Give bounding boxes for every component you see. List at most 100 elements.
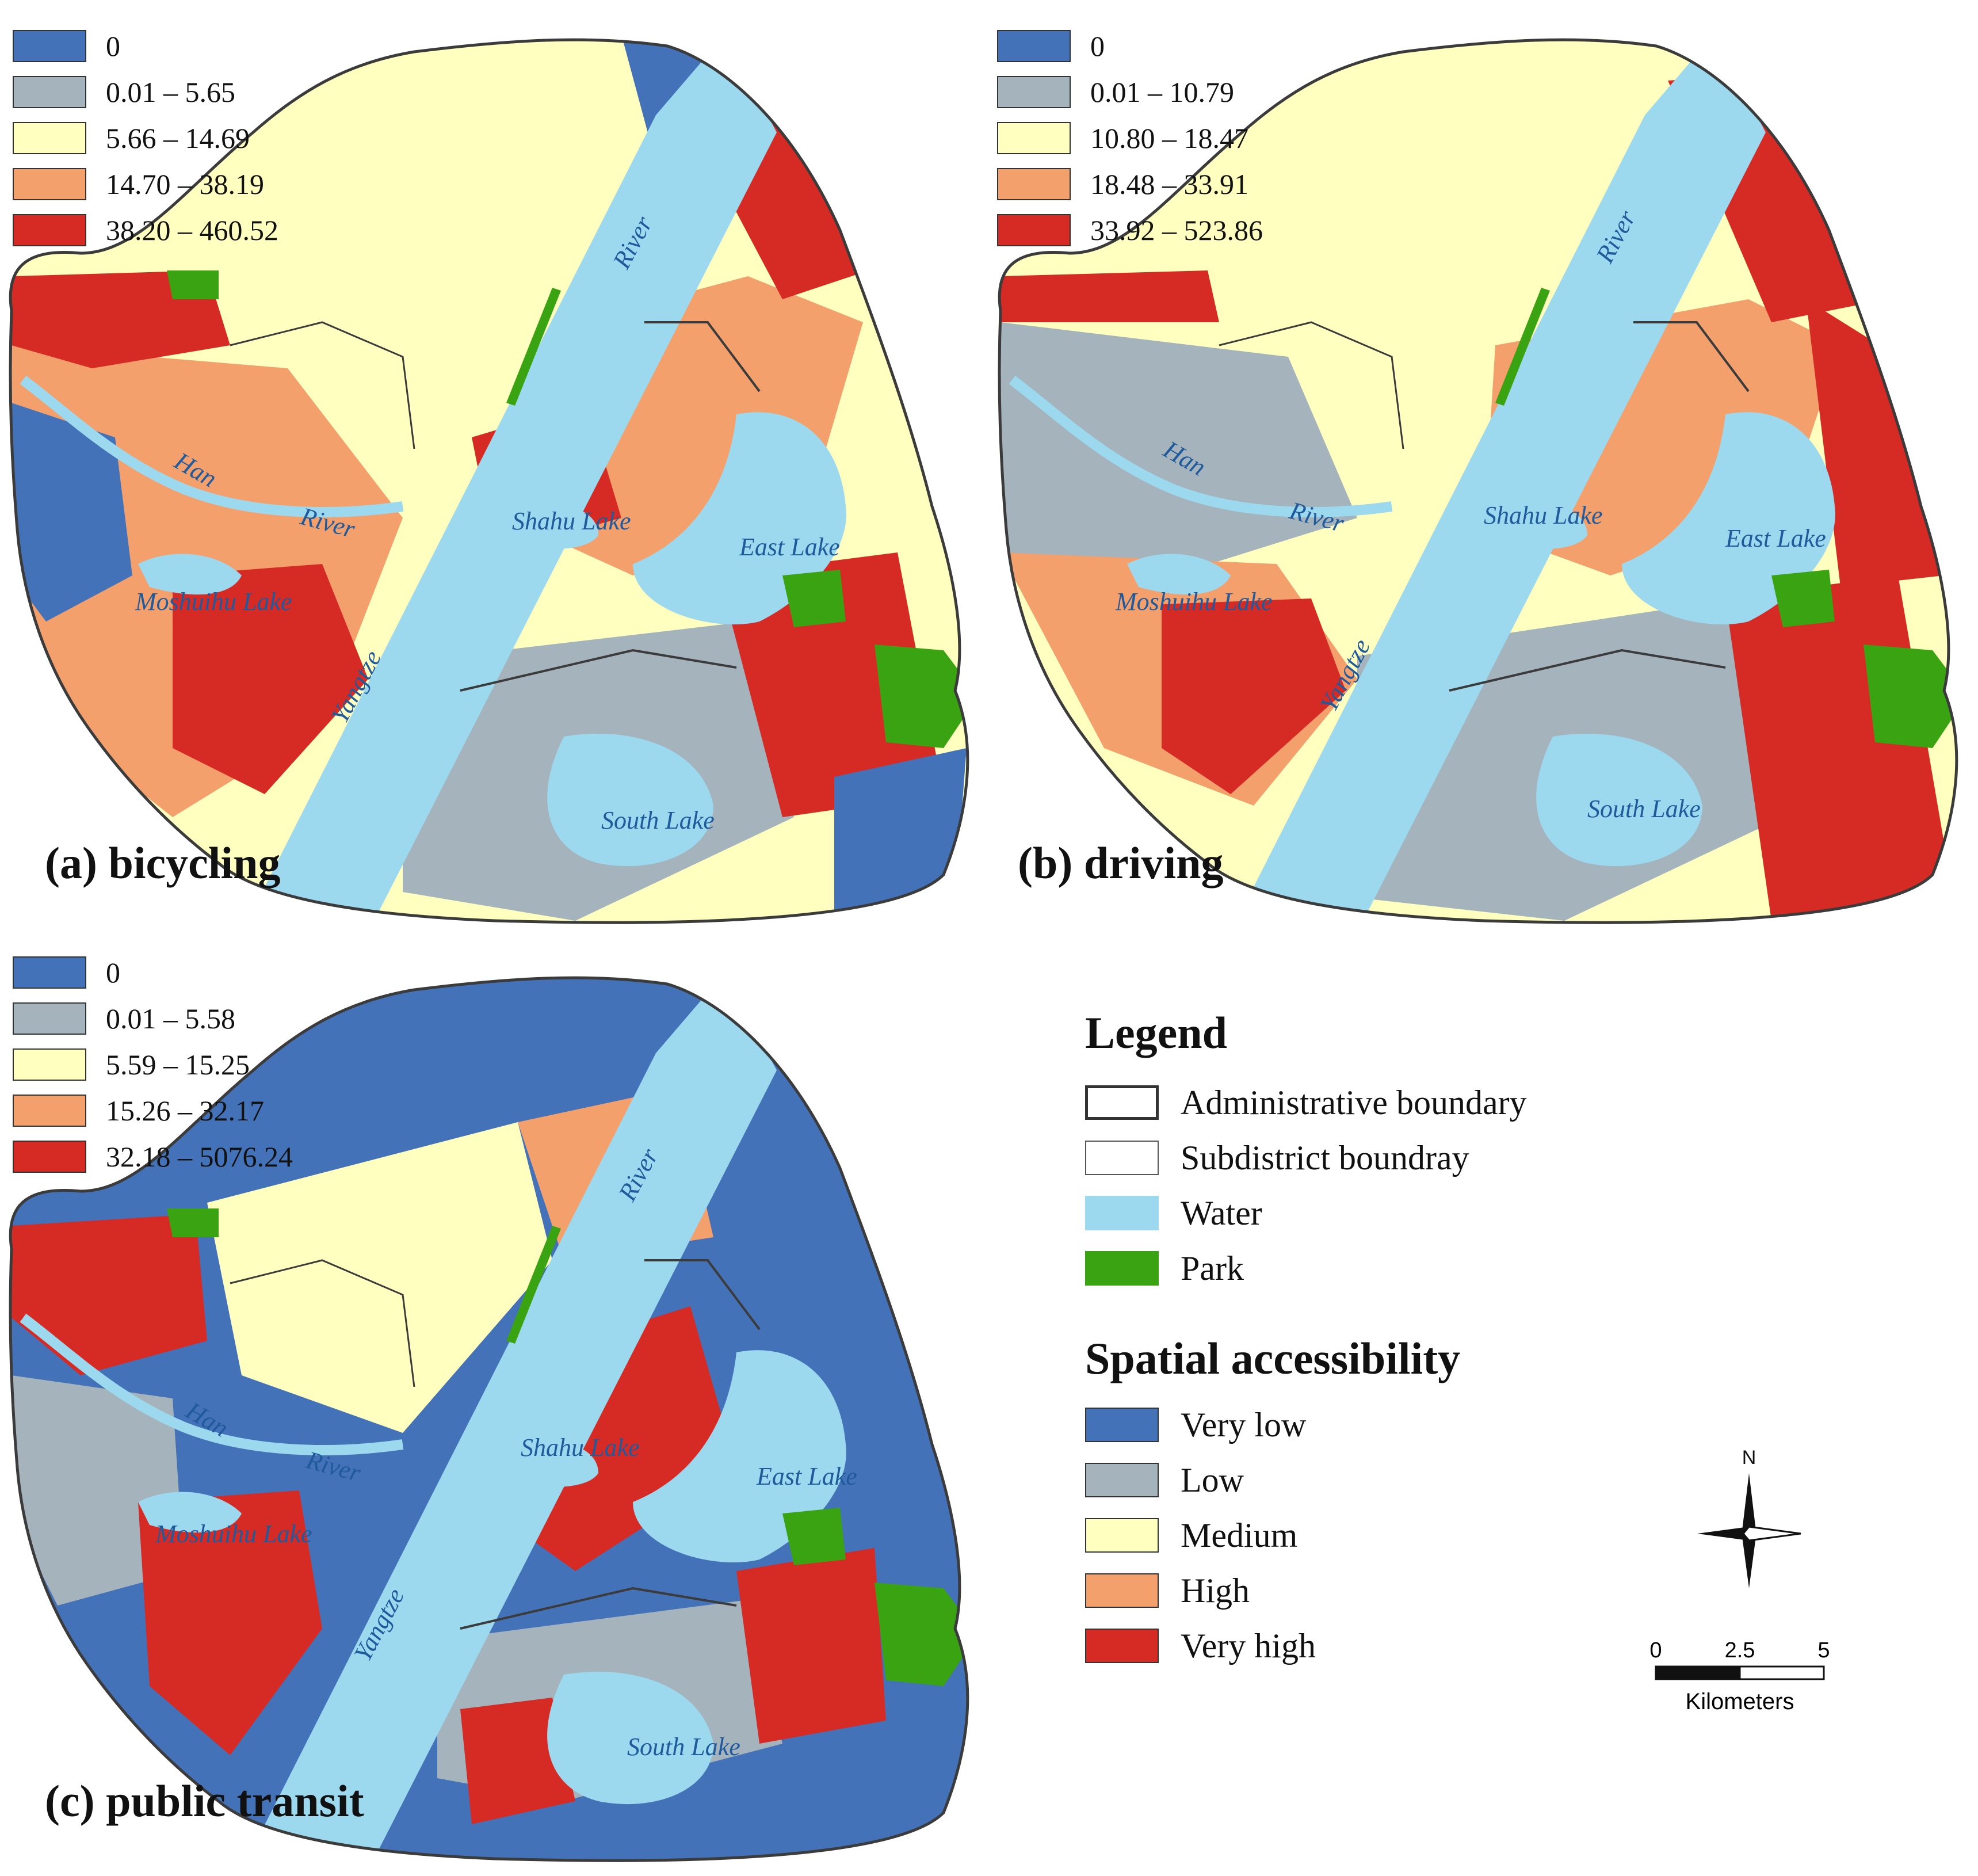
legend-label-level: Very low xyxy=(1181,1405,1307,1444)
class-row: 10.80 – 18.47 xyxy=(997,115,1263,161)
scale-unit: Kilometers xyxy=(1686,1689,1794,1714)
swatch-low xyxy=(13,1002,86,1035)
class-row: 14.70 – 38.19 xyxy=(13,161,278,207)
legend-label-level: Very high xyxy=(1181,1626,1316,1665)
park xyxy=(875,645,968,748)
class-row: 0.01 – 10.79 xyxy=(997,69,1263,115)
class-label: 0.01 – 5.58 xyxy=(106,1002,235,1035)
swatch-medium xyxy=(997,122,1071,154)
legend-row-level: Very high xyxy=(1085,1618,1660,1673)
swatch-subdistrict-boundary xyxy=(1085,1141,1159,1175)
legend-row-admin: Administrative boundary xyxy=(1085,1075,1660,1130)
han-river xyxy=(1009,375,1393,517)
class-label: 32.18 – 5076.24 xyxy=(106,1141,293,1173)
administrative-boundaries xyxy=(9,38,969,924)
legend-label-subdistrict: Subdistrict boundray xyxy=(1181,1138,1469,1177)
swatch-very-high xyxy=(997,214,1071,246)
swatch-medium xyxy=(1085,1518,1159,1553)
class-row: 5.66 – 14.69 xyxy=(13,115,278,161)
legend-label-admin: Administrative boundary xyxy=(1181,1083,1527,1122)
label-shahu-lake: Shahu Lake xyxy=(521,1433,640,1462)
park xyxy=(1771,570,1835,627)
north-arrow-icon: N xyxy=(1697,1447,1801,1588)
zone-very-high xyxy=(1162,598,1346,794)
class-row: 15.26 – 32.17 xyxy=(13,1088,293,1134)
map-panel-driving: Yangtze River Han River Shahu Lake East … xyxy=(989,0,1978,938)
east-lake xyxy=(1622,412,1835,625)
label-moshuihu-lake: Moshuihu Lake xyxy=(1115,588,1273,616)
map-public-transit: Yangtze River Han River Shahu Lake East … xyxy=(9,976,969,1862)
swatch-low xyxy=(13,76,86,108)
class-row: 5.59 – 15.25 xyxy=(13,1042,293,1088)
class-label: 5.59 – 15.25 xyxy=(106,1048,250,1081)
south-lake xyxy=(547,1672,713,1805)
swatch-medium xyxy=(13,122,86,154)
legend: Legend Administrative boundary Subdistri… xyxy=(1085,1007,1660,1673)
legend-label-level: High xyxy=(1181,1571,1250,1610)
legend-row-subdistrict: Subdistrict boundray xyxy=(1085,1130,1660,1185)
park xyxy=(782,570,846,627)
scale-tick-2: 5 xyxy=(1817,1638,1830,1663)
legend-title: Legend xyxy=(1085,1008,1228,1058)
swatch-admin-boundary xyxy=(1085,1085,1159,1120)
administrative-boundaries xyxy=(998,38,1958,924)
map-bicycling: Yangtze River Han River Shahu Lake East … xyxy=(9,38,969,924)
map-panel-bicycling: Yangtze River Han River Shahu Lake East … xyxy=(0,0,989,938)
han-river xyxy=(20,375,404,517)
legend-label-water: Water xyxy=(1181,1194,1262,1232)
swatch-low xyxy=(1085,1463,1159,1497)
west-needle xyxy=(1697,1527,1755,1541)
swatch-very-high xyxy=(13,1141,86,1173)
label-south-lake: South Lake xyxy=(1587,795,1701,823)
yangtze-river xyxy=(242,978,777,1861)
swatch-high xyxy=(1085,1573,1159,1608)
swatch-very-low xyxy=(1085,1408,1159,1442)
swatch-very-low xyxy=(13,30,86,62)
class-row: 0 xyxy=(13,950,293,996)
park xyxy=(1495,288,1550,406)
label-moshuihu-lake: Moshuihu Lake xyxy=(155,1520,312,1548)
zone-very-high xyxy=(736,1548,886,1744)
moshuihu-lake xyxy=(1127,554,1231,595)
label-east-lake: East Lake xyxy=(756,1462,857,1490)
legend-row-park: Park xyxy=(1085,1241,1660,1296)
class-row: 0 xyxy=(997,23,1263,69)
legend-row-level: Very low xyxy=(1085,1397,1660,1452)
zone-very-high xyxy=(460,1698,575,1824)
class-row: 0.01 – 5.65 xyxy=(13,69,278,115)
class-row: 18.48 – 33.91 xyxy=(997,161,1263,207)
swatch-park xyxy=(1085,1251,1159,1286)
zone-very-high xyxy=(1806,299,1944,587)
swatch-high xyxy=(997,168,1071,200)
class-row: 33.92 – 523.86 xyxy=(997,207,1263,253)
moshuihu-lake xyxy=(138,1492,242,1533)
legend-label-level: Low xyxy=(1181,1461,1244,1499)
class-label: 38.20 – 460.52 xyxy=(106,214,278,246)
class-label: 33.92 – 523.86 xyxy=(1090,214,1263,246)
yangtze-river xyxy=(1231,40,1766,923)
swatch-very-low xyxy=(997,30,1071,62)
north-label: N xyxy=(1742,1447,1756,1469)
swatch-high xyxy=(13,168,86,200)
class-label: 0.01 – 10.79 xyxy=(1090,76,1234,108)
swatch-water xyxy=(1085,1196,1159,1230)
swatch-very-high xyxy=(13,214,86,246)
south-lake xyxy=(1536,734,1702,867)
legend-row-level: High xyxy=(1085,1563,1660,1618)
class-label: 15.26 – 32.17 xyxy=(106,1095,264,1127)
panel-title: (b) driving xyxy=(1018,838,1224,888)
label-south-lake: South Lake xyxy=(601,806,715,834)
scale-bar: 0 2.5 5 Kilometers xyxy=(1645,1634,1841,1729)
class-label: 0.01 – 5.65 xyxy=(106,76,235,108)
yangtze-river xyxy=(242,40,777,923)
scale-tick-0: 0 xyxy=(1649,1638,1662,1663)
label-moshuihu-lake: Moshuihu Lake xyxy=(135,588,292,616)
swatch-low xyxy=(997,76,1071,108)
han-river xyxy=(20,1313,404,1455)
class-label: 14.70 – 38.19 xyxy=(106,168,264,200)
zone-medium xyxy=(207,1122,552,1433)
scale-tick-1: 2.5 xyxy=(1725,1638,1755,1663)
east-lake xyxy=(633,412,846,625)
zone-very-high xyxy=(1001,270,1219,322)
park xyxy=(506,1226,561,1344)
